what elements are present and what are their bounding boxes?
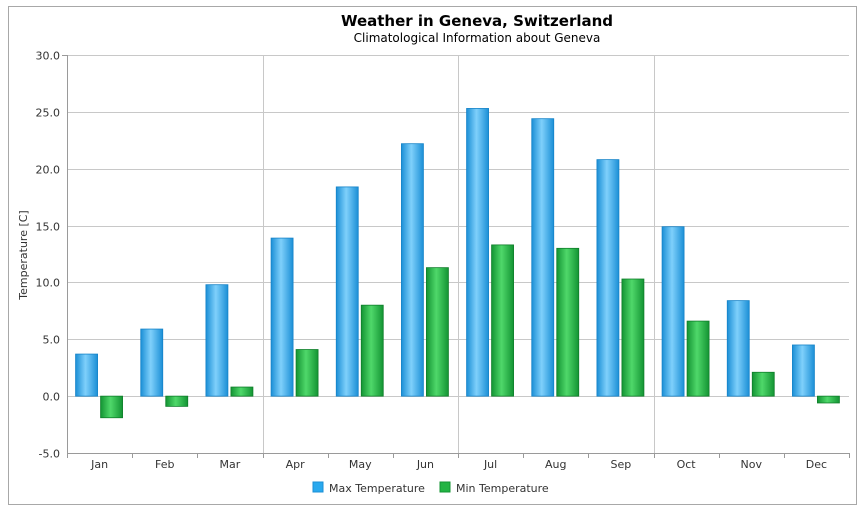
- x-tick-label: Dec: [806, 458, 827, 471]
- y-tick-label: 30.0: [36, 50, 61, 63]
- x-tick-label: Jun: [416, 458, 434, 471]
- grid-lines: [67, 55, 849, 454]
- x-tick-label: Sep: [611, 458, 632, 471]
- legend-swatch-min: [439, 481, 451, 493]
- y-tick-label: 15.0: [36, 221, 61, 234]
- x-tick-label: Aug: [545, 458, 566, 471]
- x-tick-label: May: [349, 458, 372, 471]
- bar-min-temperature[interactable]: [295, 349, 319, 397]
- bar-max-temperature[interactable]: [140, 328, 164, 397]
- y-tick-label: 25.0: [36, 107, 61, 120]
- bar-min-temperature[interactable]: [360, 304, 384, 397]
- legend-label-max: Max Temperature: [329, 482, 425, 495]
- legend: Max Temperature Min Temperature: [312, 481, 549, 495]
- bar-min-temperature[interactable]: [426, 267, 449, 397]
- bar-max-temperature[interactable]: [596, 159, 620, 397]
- bar-max-temperature[interactable]: [466, 108, 489, 397]
- bar-min-temperature[interactable]: [686, 320, 710, 397]
- legend-swatch-max: [312, 481, 324, 493]
- y-axis-title: Temperature [C]: [17, 210, 30, 300]
- bar-min-temperature[interactable]: [556, 247, 580, 397]
- y-tick-label: 5.0: [43, 334, 61, 347]
- x-tick-label: Mar: [220, 458, 241, 471]
- bar-max-temperature[interactable]: [726, 300, 750, 397]
- y-tick-label: 20.0: [36, 164, 61, 177]
- y-tick-label: 0.0: [43, 391, 61, 404]
- chart-subtitle: Climatological Information about Geneva: [354, 31, 601, 45]
- bar-min-temperature[interactable]: [100, 395, 123, 419]
- bar-max-temperature[interactable]: [270, 237, 294, 397]
- bar-max-temperature[interactable]: [792, 344, 815, 397]
- bar-min-temperature[interactable]: [817, 395, 840, 404]
- bar-min-temperature[interactable]: [621, 278, 645, 397]
- x-tick-label: Nov: [741, 458, 763, 471]
- axes: 30.0 25.0 20.0 15.0 10.0 5.0 0.0 -5.0 Jan Feb Mar A…: [36, 50, 850, 471]
- bar-max-temperature[interactable]: [335, 186, 359, 397]
- bar-max-temperature[interactable]: [531, 118, 555, 397]
- x-tick-label: Oct: [677, 458, 697, 471]
- chart-title: Weather in Geneva, Switzerland: [341, 12, 613, 30]
- bar-min-temperature[interactable]: [491, 244, 514, 397]
- chart-frame: [8, 6, 857, 505]
- bar-min-temperature[interactable]: [230, 386, 254, 397]
- bars: [75, 108, 840, 419]
- bar-max-temperature[interactable]: [661, 226, 685, 397]
- bar-max-temperature[interactable]: [401, 143, 424, 397]
- bar-max-temperature[interactable]: [75, 353, 98, 397]
- x-tick-label: Jul: [483, 458, 497, 471]
- bar-min-temperature[interactable]: [165, 395, 189, 407]
- x-tick-label: Feb: [155, 458, 174, 471]
- x-tick-label: Jan: [90, 458, 108, 471]
- y-tick-label: 10.0: [36, 277, 61, 290]
- legend-label-min: Min Temperature: [456, 482, 549, 495]
- x-tick-label: Apr: [286, 458, 306, 471]
- bar-min-temperature[interactable]: [751, 371, 775, 397]
- bar-max-temperature[interactable]: [205, 284, 229, 397]
- y-tick-label: -5.0: [39, 448, 60, 461]
